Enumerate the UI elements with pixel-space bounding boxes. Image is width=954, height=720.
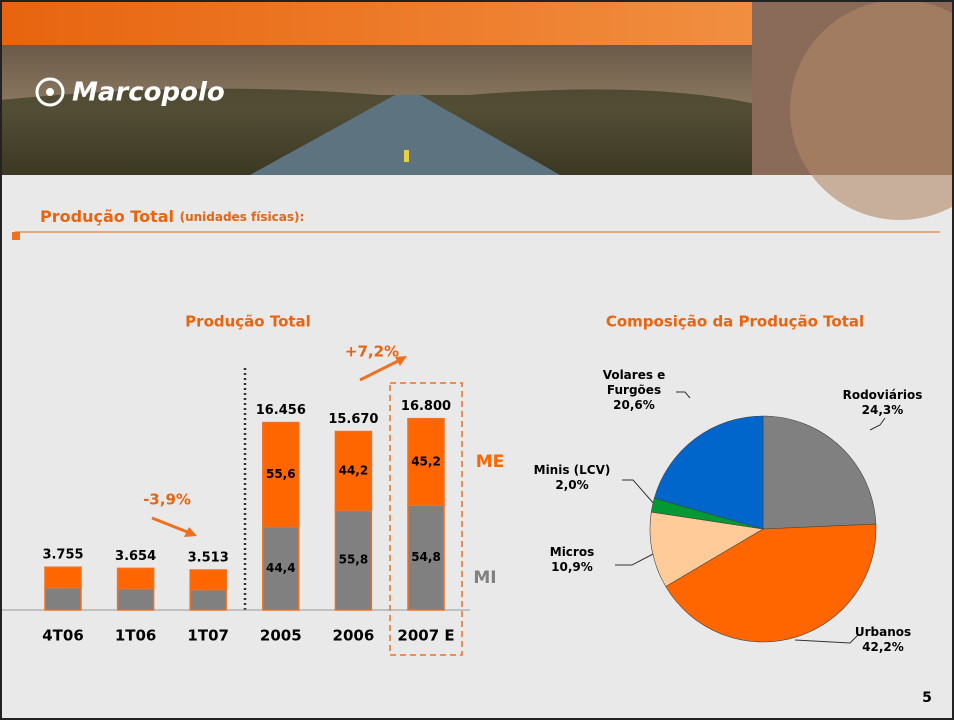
logo-text: Marcopolo: [72, 78, 225, 108]
total-label: 3.654: [115, 549, 156, 564]
arrow-head: [395, 356, 407, 366]
leader-line: [676, 391, 691, 399]
annotation: +7,2%: [345, 343, 399, 361]
total-label: 3.755: [42, 548, 83, 563]
segment-label: 44,4: [266, 561, 296, 575]
bar-segment: [407, 504, 445, 611]
arrow-head: [184, 527, 197, 537]
pie-slice: [653, 415, 764, 530]
bar-segment: [44, 587, 82, 611]
x-tick-label: 2006: [333, 627, 375, 645]
chart-title: Composição da Produção Total: [606, 313, 864, 331]
section-subtitle: (unidades físicas):: [180, 210, 305, 224]
total-label: 16.456: [256, 403, 306, 418]
pie-value-label: 20,6%: [613, 398, 655, 412]
leader-line: [869, 417, 886, 431]
pie-label: Rodoviários 24,3%: [835, 388, 930, 418]
pie-slice: [649, 511, 764, 587]
pie-value-label: 42,2%: [862, 640, 904, 654]
pie-value-label: 10,9%: [551, 560, 593, 574]
pie-label: Micros 10,9%: [527, 545, 617, 575]
road: [250, 95, 560, 175]
pie-slice: [665, 523, 877, 643]
bar-segment: [407, 417, 445, 506]
x-tick-label: 4T06: [42, 627, 84, 645]
pie-category: Rodoviários: [842, 388, 923, 402]
bar-segment: [262, 421, 300, 528]
logo-icon-core: [46, 88, 54, 96]
total-label: 15.670: [328, 412, 378, 427]
pie-category: Micros: [549, 545, 595, 559]
leader-line: [615, 552, 656, 566]
section-bullet: [12, 232, 20, 240]
x-tick-label: 1T07: [187, 627, 229, 645]
collage-globe: [790, 0, 954, 220]
segment-label: 44,2: [339, 463, 369, 477]
arrow-down: [151, 516, 191, 535]
bar-segment: [189, 569, 227, 591]
arrow-up: [359, 358, 401, 382]
pie-category: Minis (LCV): [533, 463, 611, 477]
pie-label: Volares e Furgões 20,6%: [590, 368, 678, 413]
section-title: Produção Total (unidades físicas):: [40, 207, 304, 226]
total-label: 3.513: [188, 550, 229, 565]
bar-segment: [44, 566, 82, 589]
bar-segment: [116, 567, 155, 590]
x-tick-label: 2005: [260, 627, 302, 645]
legend-label: ME: [476, 452, 505, 472]
pie-value-label: 2,0%: [555, 478, 589, 492]
segment-label: 55,6: [266, 467, 296, 481]
bar-segment: [262, 526, 300, 611]
bar-segment: [334, 509, 373, 611]
segment-label: 54,8: [411, 550, 441, 564]
bar-segment: [334, 430, 373, 512]
total-label: 16.800: [401, 399, 451, 414]
logo-icon: [35, 77, 65, 107]
pie-value-label: 24,3%: [861, 403, 904, 417]
pie-label: Minis (LCV) 2,0%: [522, 463, 622, 493]
pie-category: Urbanos: [854, 625, 912, 639]
leader-line: [794, 634, 859, 644]
estimate-box: [389, 382, 463, 656]
leader-line: [622, 479, 656, 506]
legend-label: MI: [473, 568, 496, 588]
section-title-main: Produção Total: [40, 207, 174, 226]
road-mark: [404, 150, 409, 162]
segment-label: 45,2: [411, 454, 441, 468]
pie-label: Urbanos 42,2%: [843, 625, 923, 655]
x-tick-label: 1T06: [115, 627, 157, 645]
bar-segment: [189, 588, 227, 611]
segment-label: 55,8: [339, 553, 369, 567]
pie-category: Volares e Furgões: [602, 368, 666, 397]
x-tick-label: 2007 E: [397, 627, 454, 645]
chart-title: Produção Total: [185, 313, 311, 331]
pie-slice: [762, 415, 877, 530]
bar-segment: [116, 588, 155, 611]
annotation: -3,9%: [143, 491, 191, 509]
page-number: 5: [922, 690, 932, 706]
